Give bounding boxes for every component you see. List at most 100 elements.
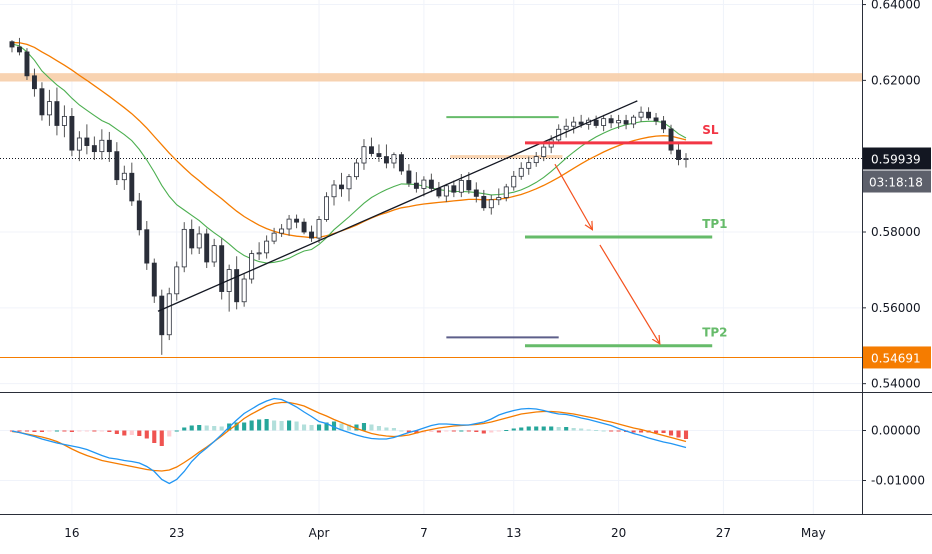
candle[interactable] [346, 174, 352, 202]
candle[interactable] [324, 192, 329, 222]
candle[interactable] [593, 115, 599, 129]
candle[interactable] [249, 250, 255, 284]
resistance-zone[interactable] [0, 73, 862, 82]
candle[interactable] [511, 170, 517, 191]
candle[interactable] [383, 144, 389, 169]
candle[interactable] [9, 40, 15, 53]
candle[interactable] [166, 287, 172, 341]
candle[interactable] [638, 106, 644, 122]
candle[interactable] [406, 164, 412, 187]
candle[interactable] [196, 226, 202, 255]
candle[interactable] [114, 142, 120, 186]
support-price-badge-bg[interactable] [863, 346, 931, 369]
candle[interactable] [571, 116, 577, 134]
candle[interactable] [31, 68, 37, 97]
candle[interactable] [294, 214, 300, 229]
candle[interactable] [488, 194, 494, 215]
candle[interactable] [256, 242, 262, 261]
candle[interactable] [496, 188, 502, 206]
candle[interactable] [17, 37, 22, 56]
candle[interactable] [331, 180, 337, 206]
candle[interactable] [503, 183, 509, 202]
candle[interactable] [39, 82, 45, 121]
candle[interactable] [601, 114, 607, 132]
candle[interactable] [211, 238, 217, 267]
candle[interactable] [676, 143, 681, 166]
candle[interactable] [129, 162, 135, 206]
candle[interactable] [159, 289, 165, 355]
current-price-badge-bg[interactable] [863, 147, 931, 170]
candle[interactable] [264, 235, 270, 259]
candle[interactable] [533, 152, 539, 167]
candle[interactable] [376, 144, 382, 162]
entry-zone[interactable] [450, 155, 563, 159]
time-axis[interactable]: 16 23 Apr 7 13 20 27 May [64, 526, 825, 540]
candle[interactable] [204, 228, 210, 269]
candle-body [481, 195, 487, 209]
price-panel[interactable]: SL TP1 TP2 [0, 37, 862, 358]
candle[interactable] [398, 152, 404, 175]
candle[interactable] [46, 89, 52, 126]
candle[interactable] [339, 172, 344, 197]
macd-histogram-bar [99, 430, 104, 432]
candle[interactable] [413, 172, 419, 193]
candle[interactable] [623, 114, 629, 130]
candle[interactable] [369, 137, 374, 157]
candle[interactable] [563, 118, 569, 138]
candle[interactable] [54, 87, 60, 136]
trendline[interactable] [157, 100, 638, 312]
candle[interactable] [631, 114, 637, 129]
candle[interactable] [144, 221, 150, 270]
candle[interactable] [428, 173, 434, 193]
candle[interactable] [84, 124, 90, 155]
candle[interactable] [421, 176, 427, 197]
candle[interactable] [219, 238, 225, 300]
candle[interactable] [174, 261, 180, 301]
candle[interactable] [541, 142, 547, 162]
candle[interactable] [361, 139, 367, 170]
candle[interactable] [518, 162, 524, 180]
candle[interactable] [451, 180, 457, 198]
candle[interactable] [309, 225, 315, 242]
candle[interactable] [466, 172, 472, 194]
candle[interactable] [234, 256, 240, 310]
price-axis[interactable]: 0.64000 0.62000 0.58000 0.56000 0.54000 0.000… [862, 0, 931, 488]
candle[interactable] [151, 258, 157, 303]
candle[interactable] [91, 136, 97, 160]
candle[interactable] [608, 114, 614, 129]
candle[interactable] [121, 165, 127, 190]
candle[interactable] [136, 192, 142, 236]
target-arrow[interactable] [599, 244, 660, 344]
candle[interactable] [241, 274, 247, 307]
candle[interactable] [24, 48, 30, 80]
candle[interactable] [286, 214, 292, 236]
candle[interactable] [481, 189, 487, 211]
candle[interactable] [61, 105, 67, 138]
candle[interactable] [106, 131, 112, 162]
candle[interactable] [473, 182, 479, 203]
candle[interactable] [99, 129, 105, 160]
candle[interactable] [69, 108, 75, 157]
candle[interactable] [391, 152, 397, 169]
candle[interactable] [354, 158, 359, 180]
candle[interactable] [316, 216, 322, 244]
candle[interactable] [443, 183, 449, 203]
candle[interactable] [683, 153, 689, 168]
target-arrow[interactable] [554, 163, 592, 230]
candle[interactable] [181, 222, 187, 273]
candle[interactable] [279, 224, 285, 237]
candle[interactable] [526, 156, 532, 175]
candle[interactable] [661, 116, 666, 134]
candle[interactable] [301, 218, 307, 235]
candle[interactable] [646, 107, 652, 121]
candle[interactable] [271, 227, 277, 245]
candle[interactable] [653, 112, 659, 126]
macd-histogram-bar [204, 425, 209, 431]
macd-panel[interactable] [9, 397, 689, 485]
candle[interactable] [76, 131, 82, 162]
candle[interactable] [668, 124, 674, 155]
candle-body [413, 182, 419, 189]
candle[interactable] [189, 219, 195, 255]
candle[interactable] [616, 114, 622, 129]
